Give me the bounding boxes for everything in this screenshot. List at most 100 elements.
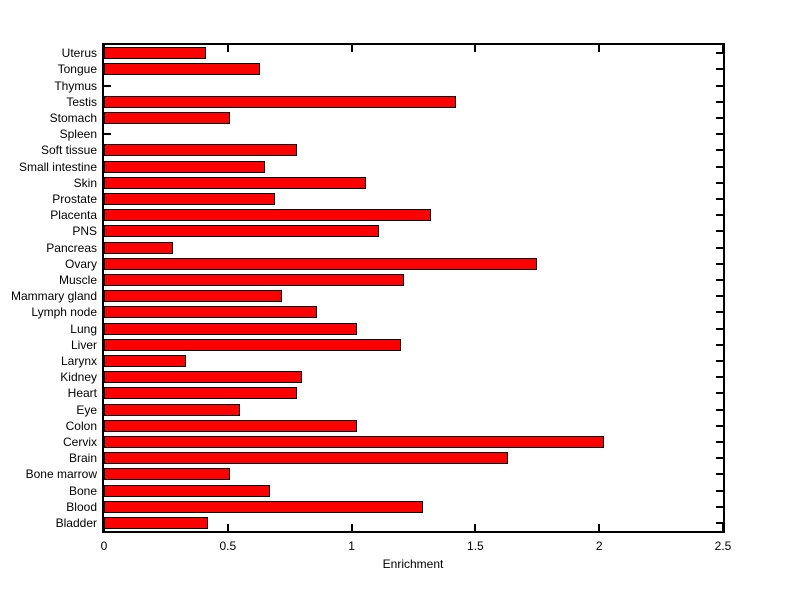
y-tick-mark-right bbox=[716, 505, 723, 508]
x-axis-title: Enrichment bbox=[382, 557, 444, 571]
y-tick-mark-right bbox=[716, 424, 723, 427]
y-tick-label: Pancreas bbox=[46, 240, 97, 255]
y-tick-mark-right bbox=[716, 457, 723, 460]
x-tick-label: 1.5 bbox=[467, 539, 484, 553]
y-tick-mark-right bbox=[716, 408, 723, 411]
x-tick-mark-top bbox=[226, 45, 229, 52]
bar-heart bbox=[104, 387, 298, 400]
bar-bone-marrow bbox=[104, 468, 231, 481]
bar-cervix bbox=[104, 435, 605, 448]
y-tick-mark-right bbox=[716, 440, 723, 443]
y-tick-label: Prostate bbox=[52, 191, 97, 206]
bar-lung bbox=[104, 322, 357, 335]
y-tick-mark-right bbox=[716, 278, 723, 281]
y-tick-label: Blood bbox=[66, 499, 97, 514]
y-tick-label: Thymus bbox=[54, 78, 97, 93]
y-tick-label: Bladder bbox=[55, 515, 97, 530]
plot-area bbox=[102, 43, 725, 533]
bar-testis bbox=[104, 95, 456, 108]
y-tick-label: Testis bbox=[66, 94, 97, 109]
y-tick-mark-right bbox=[716, 197, 723, 200]
y-tick-mark-right bbox=[716, 100, 723, 103]
bar-lymph-node bbox=[104, 306, 317, 319]
y-tick-mark-right bbox=[716, 214, 723, 217]
y-tick-label: Bone bbox=[68, 483, 97, 498]
x-tick-mark-bottom bbox=[474, 524, 477, 531]
y-tick-mark-right bbox=[716, 473, 723, 476]
x-tick-label: 0.5 bbox=[219, 539, 237, 553]
bar-tongue bbox=[104, 63, 260, 76]
y-tick-mark-left bbox=[104, 84, 111, 87]
y-tick-mark-right bbox=[716, 343, 723, 346]
x-tick-label: 2.5 bbox=[714, 539, 732, 553]
y-tick-label: Mammary gland bbox=[10, 289, 97, 304]
y-tick-mark-right bbox=[716, 68, 723, 71]
y-tick-label: Spleen bbox=[59, 127, 97, 142]
x-tick-mark-bottom bbox=[226, 524, 229, 531]
y-tick-mark-right bbox=[716, 133, 723, 136]
y-tick-mark-right bbox=[716, 84, 723, 87]
y-tick-label: Uterus bbox=[61, 46, 97, 61]
bar-soft-tissue bbox=[104, 144, 298, 157]
y-tick-label: Tongue bbox=[57, 62, 97, 77]
x-tick-mark-top bbox=[474, 45, 477, 52]
y-tick-label: Ovary bbox=[64, 256, 97, 271]
bar-stomach bbox=[104, 111, 231, 124]
bar-pancreas bbox=[104, 241, 174, 254]
y-tick-label: Skin bbox=[73, 175, 97, 190]
y-tick-mark-right bbox=[716, 149, 723, 152]
y-tick-label: Eye bbox=[76, 402, 97, 417]
y-tick-label: Heart bbox=[67, 386, 97, 401]
y-tick-label: Cervix bbox=[62, 434, 97, 449]
y-tick-label: Liver bbox=[70, 337, 97, 352]
bar-bladder bbox=[104, 516, 208, 529]
y-tick-label: Placenta bbox=[50, 208, 97, 223]
y-tick-label: Larynx bbox=[60, 353, 97, 368]
x-tick-label: 1 bbox=[348, 539, 355, 553]
bar-larynx bbox=[104, 354, 186, 367]
x-tick-mark-bottom bbox=[598, 524, 601, 531]
y-tick-mark-left bbox=[104, 133, 111, 136]
y-tick-label: Colon bbox=[65, 418, 97, 433]
y-tick-label: Kidney bbox=[60, 370, 97, 385]
y-tick-mark-right bbox=[716, 52, 723, 55]
bar-small-intestine bbox=[104, 160, 265, 173]
y-tick-mark-right bbox=[716, 295, 723, 298]
y-tick-label: Muscle bbox=[58, 272, 97, 287]
bar-bone bbox=[104, 484, 270, 497]
y-tick-mark-right bbox=[716, 521, 723, 524]
bar-mammary-gland bbox=[104, 290, 283, 303]
y-tick-mark-right bbox=[716, 311, 723, 314]
y-tick-mark-right bbox=[716, 181, 723, 184]
x-tick-mark-top bbox=[722, 45, 724, 52]
y-tick-mark-right bbox=[716, 376, 723, 379]
y-tick-mark-right bbox=[716, 359, 723, 362]
y-tick-label: Bone marrow bbox=[25, 467, 97, 482]
bar-colon bbox=[104, 419, 357, 432]
bar-pns bbox=[104, 225, 379, 238]
x-tick-mark-top bbox=[350, 45, 353, 52]
bar-skin bbox=[104, 176, 367, 189]
bar-eye bbox=[104, 403, 241, 416]
bar-blood bbox=[104, 500, 424, 513]
bar-kidney bbox=[104, 371, 303, 384]
y-tick-mark-right bbox=[716, 116, 723, 119]
bar-brain bbox=[104, 452, 508, 465]
bar-liver bbox=[104, 338, 402, 351]
y-tick-mark-right bbox=[716, 165, 723, 168]
y-tick-mark-right bbox=[716, 392, 723, 395]
y-tick-label: Brain bbox=[68, 451, 97, 466]
x-tick-mark-bottom bbox=[350, 524, 353, 531]
x-tick-mark-bottom bbox=[722, 524, 724, 531]
y-tick-label: Stomach bbox=[49, 110, 97, 125]
bar-ovary bbox=[104, 257, 538, 270]
y-tick-mark-right bbox=[716, 230, 723, 233]
y-tick-label: Soft tissue bbox=[40, 143, 97, 158]
y-tick-label: PNS bbox=[72, 224, 97, 239]
bar-prostate bbox=[104, 192, 275, 205]
x-tick-label: 2 bbox=[595, 539, 603, 553]
y-tick-mark-right bbox=[716, 327, 723, 330]
y-tick-label: Lung bbox=[70, 321, 97, 336]
bar-uterus bbox=[104, 47, 206, 60]
